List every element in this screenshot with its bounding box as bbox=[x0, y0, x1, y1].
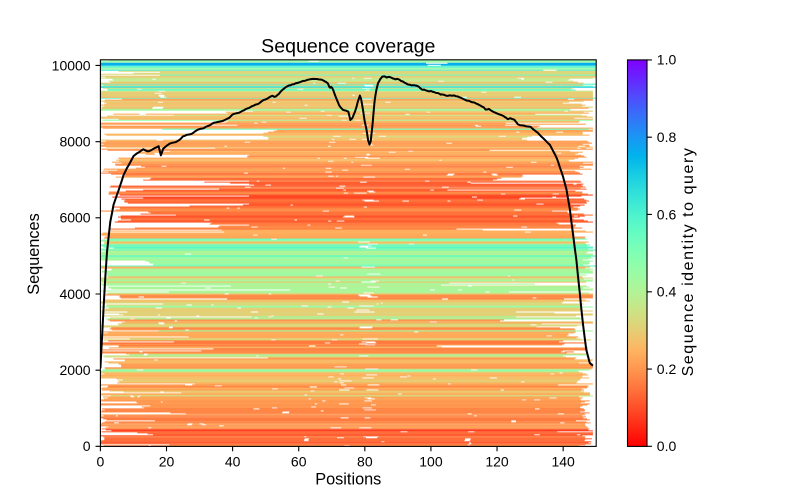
svg-text:0.6: 0.6 bbox=[657, 206, 677, 222]
svg-text:140: 140 bbox=[551, 453, 575, 469]
svg-text:4000: 4000 bbox=[59, 286, 90, 302]
svg-text:100: 100 bbox=[419, 453, 443, 469]
svg-text:Sequences: Sequences bbox=[25, 213, 43, 294]
svg-text:120: 120 bbox=[485, 453, 509, 469]
svg-text:0.2: 0.2 bbox=[657, 361, 677, 377]
svg-text:20: 20 bbox=[159, 453, 175, 469]
svg-text:Sequence coverage: Sequence coverage bbox=[261, 36, 435, 58]
svg-text:2000: 2000 bbox=[59, 362, 90, 378]
svg-text:0: 0 bbox=[97, 453, 105, 469]
svg-text:10000: 10000 bbox=[52, 57, 91, 73]
svg-text:60: 60 bbox=[291, 453, 307, 469]
svg-text:1.0: 1.0 bbox=[657, 52, 677, 68]
svg-text:Sequence identity to query: Sequence identity to query bbox=[680, 147, 697, 377]
svg-text:0.8: 0.8 bbox=[657, 129, 677, 145]
svg-text:8000: 8000 bbox=[59, 133, 90, 149]
svg-text:Positions: Positions bbox=[315, 470, 381, 488]
svg-text:6000: 6000 bbox=[59, 210, 90, 226]
svg-text:40: 40 bbox=[225, 453, 241, 469]
svg-text:80: 80 bbox=[357, 453, 373, 469]
svg-text:0: 0 bbox=[83, 438, 91, 454]
svg-text:0.0: 0.0 bbox=[657, 438, 677, 454]
svg-text:0.4: 0.4 bbox=[657, 284, 677, 300]
